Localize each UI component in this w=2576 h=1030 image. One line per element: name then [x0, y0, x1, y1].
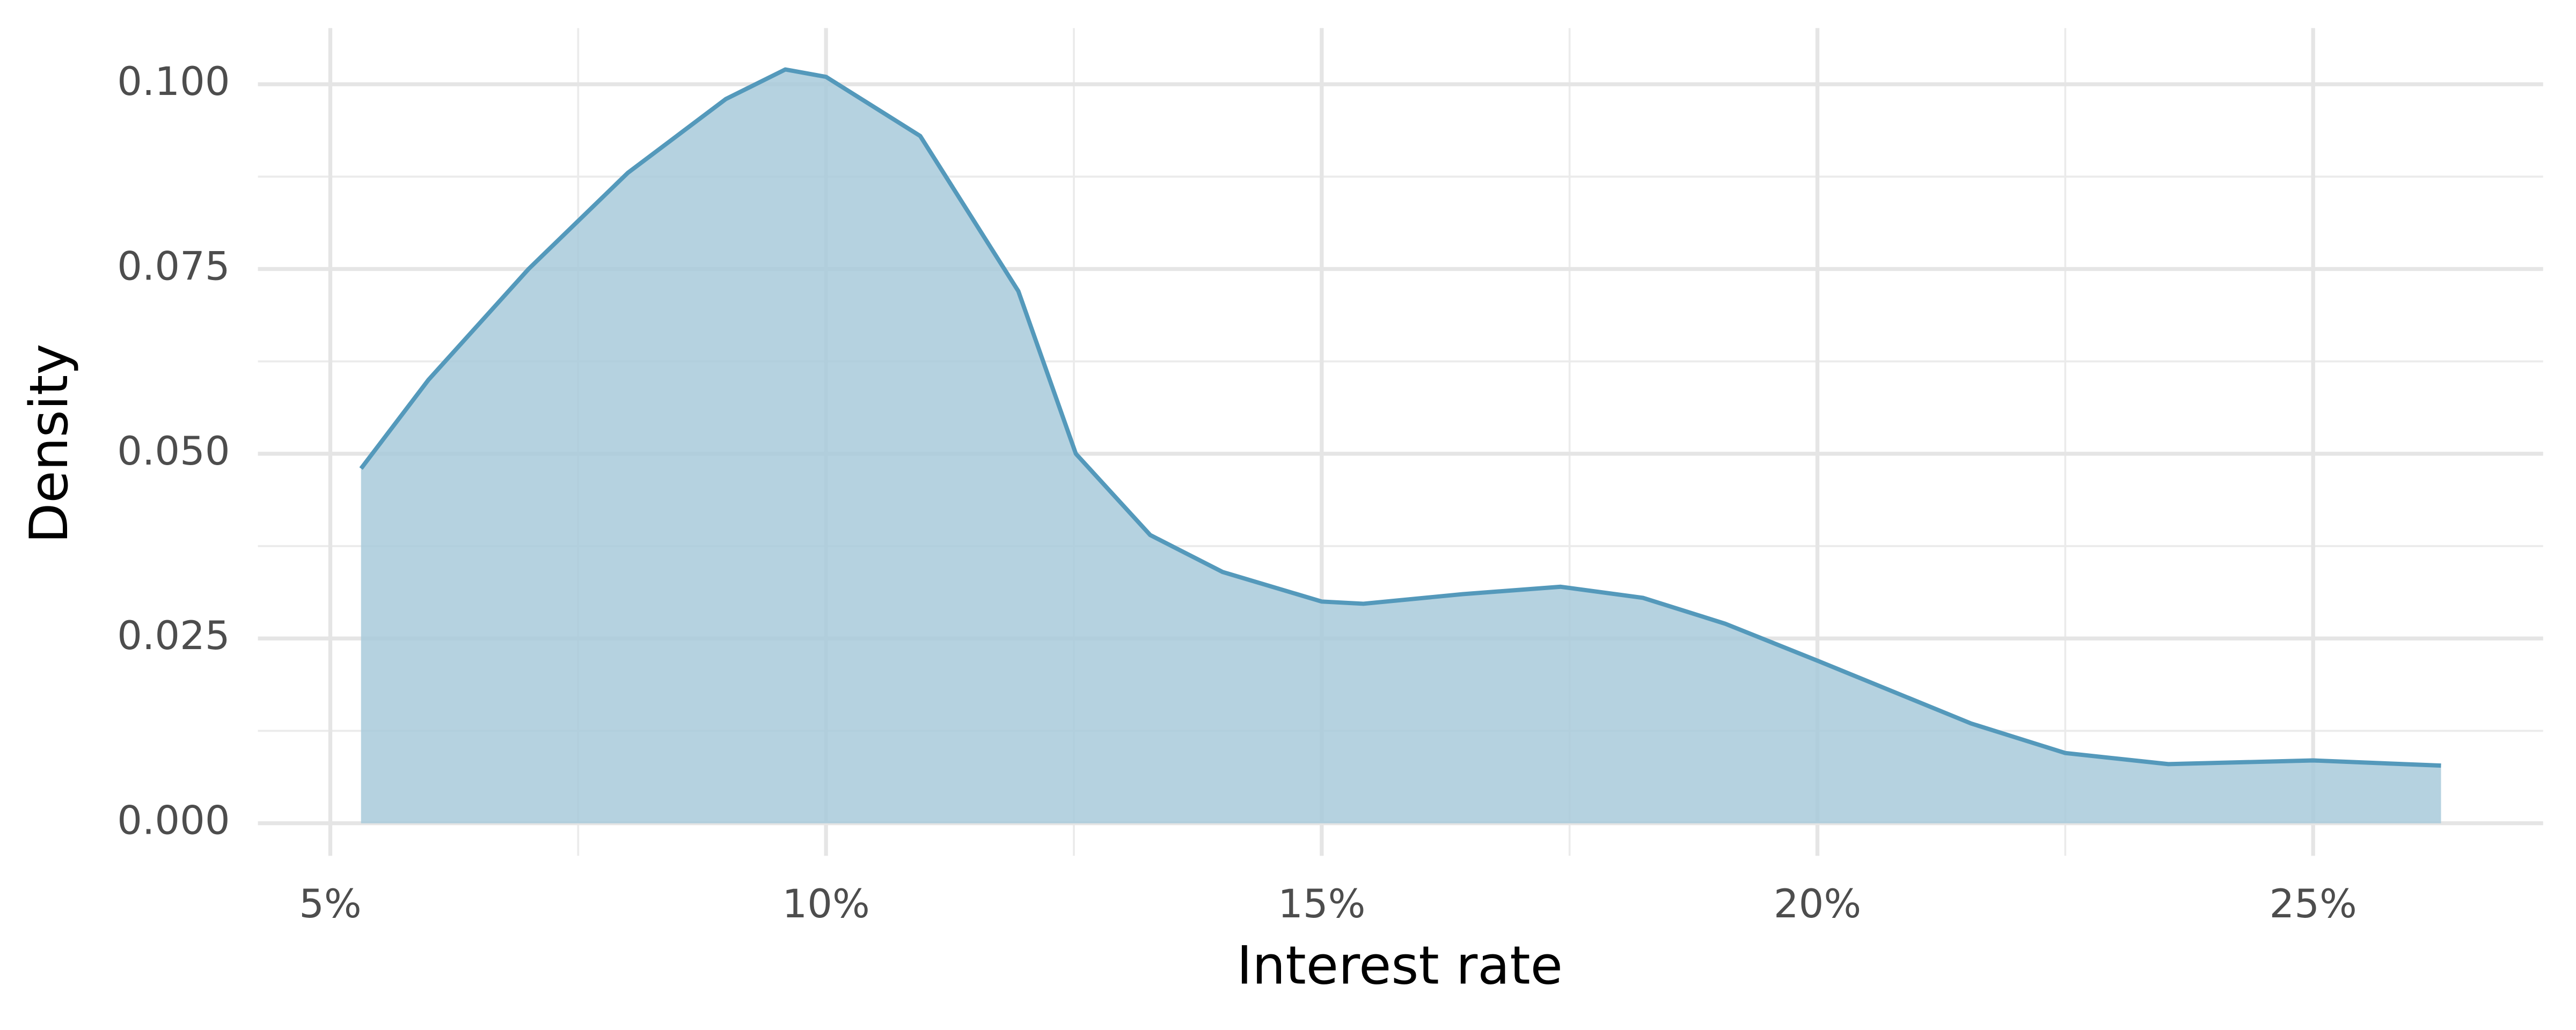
density-area: [361, 69, 2441, 823]
y-tick-label: 0.000: [117, 798, 230, 844]
x-axis-title: Interest rate: [1236, 935, 1562, 996]
x-tick-label: 15%: [1278, 881, 1365, 927]
y-axis-title: Density: [19, 344, 80, 543]
y-tick-label: 0.100: [117, 59, 230, 105]
x-tick-label: 5%: [299, 881, 362, 927]
y-tick-label: 0.025: [117, 613, 230, 659]
y-tick-label: 0.050: [117, 429, 230, 474]
x-tick-label: 20%: [1774, 881, 1861, 927]
density-line: [359, 67, 2441, 768]
x-tick-label: 10%: [782, 881, 870, 927]
x-tick-label: 25%: [2270, 881, 2357, 927]
y-tick-label: 0.075: [117, 244, 230, 289]
